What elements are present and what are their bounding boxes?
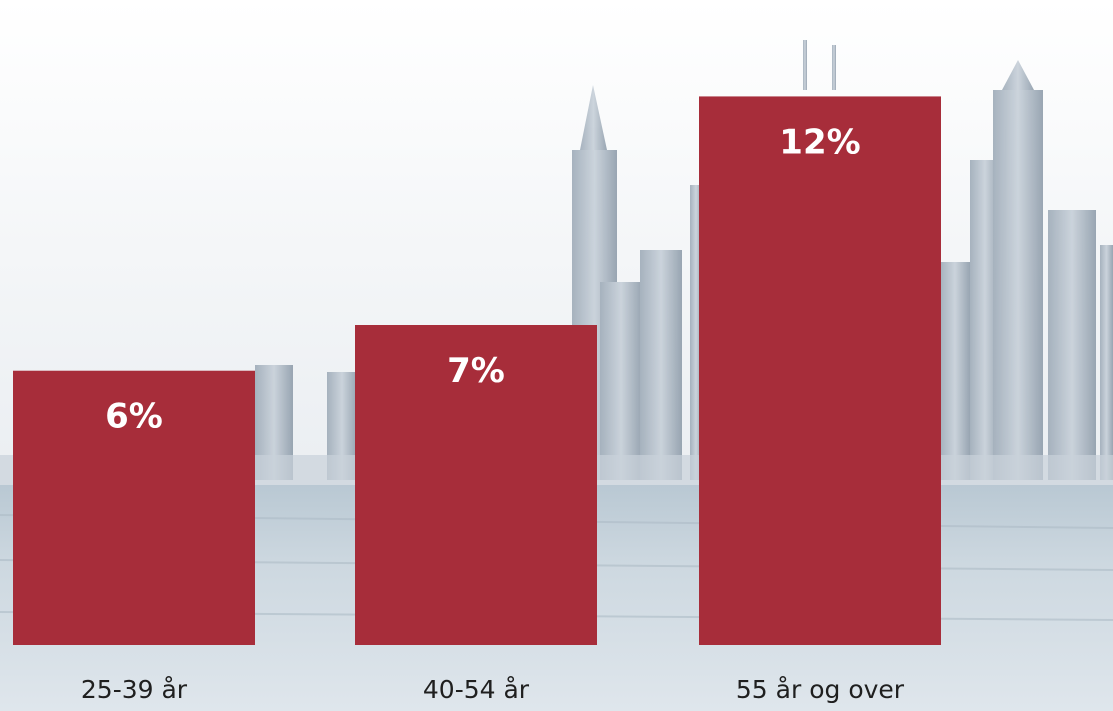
category-label-1: 25-39 år — [81, 675, 188, 704]
bar-3 — [699, 96, 941, 645]
bar-2 — [355, 325, 597, 645]
category-label-2: 40-54 år — [423, 675, 530, 704]
bar-value-label-1: 6% — [105, 397, 163, 437]
bar-1 — [13, 370, 255, 645]
bar-value-label-3: 12% — [779, 122, 860, 162]
category-label-3: 55 år og over — [736, 675, 905, 704]
bar-value-label-2: 7% — [447, 351, 505, 391]
